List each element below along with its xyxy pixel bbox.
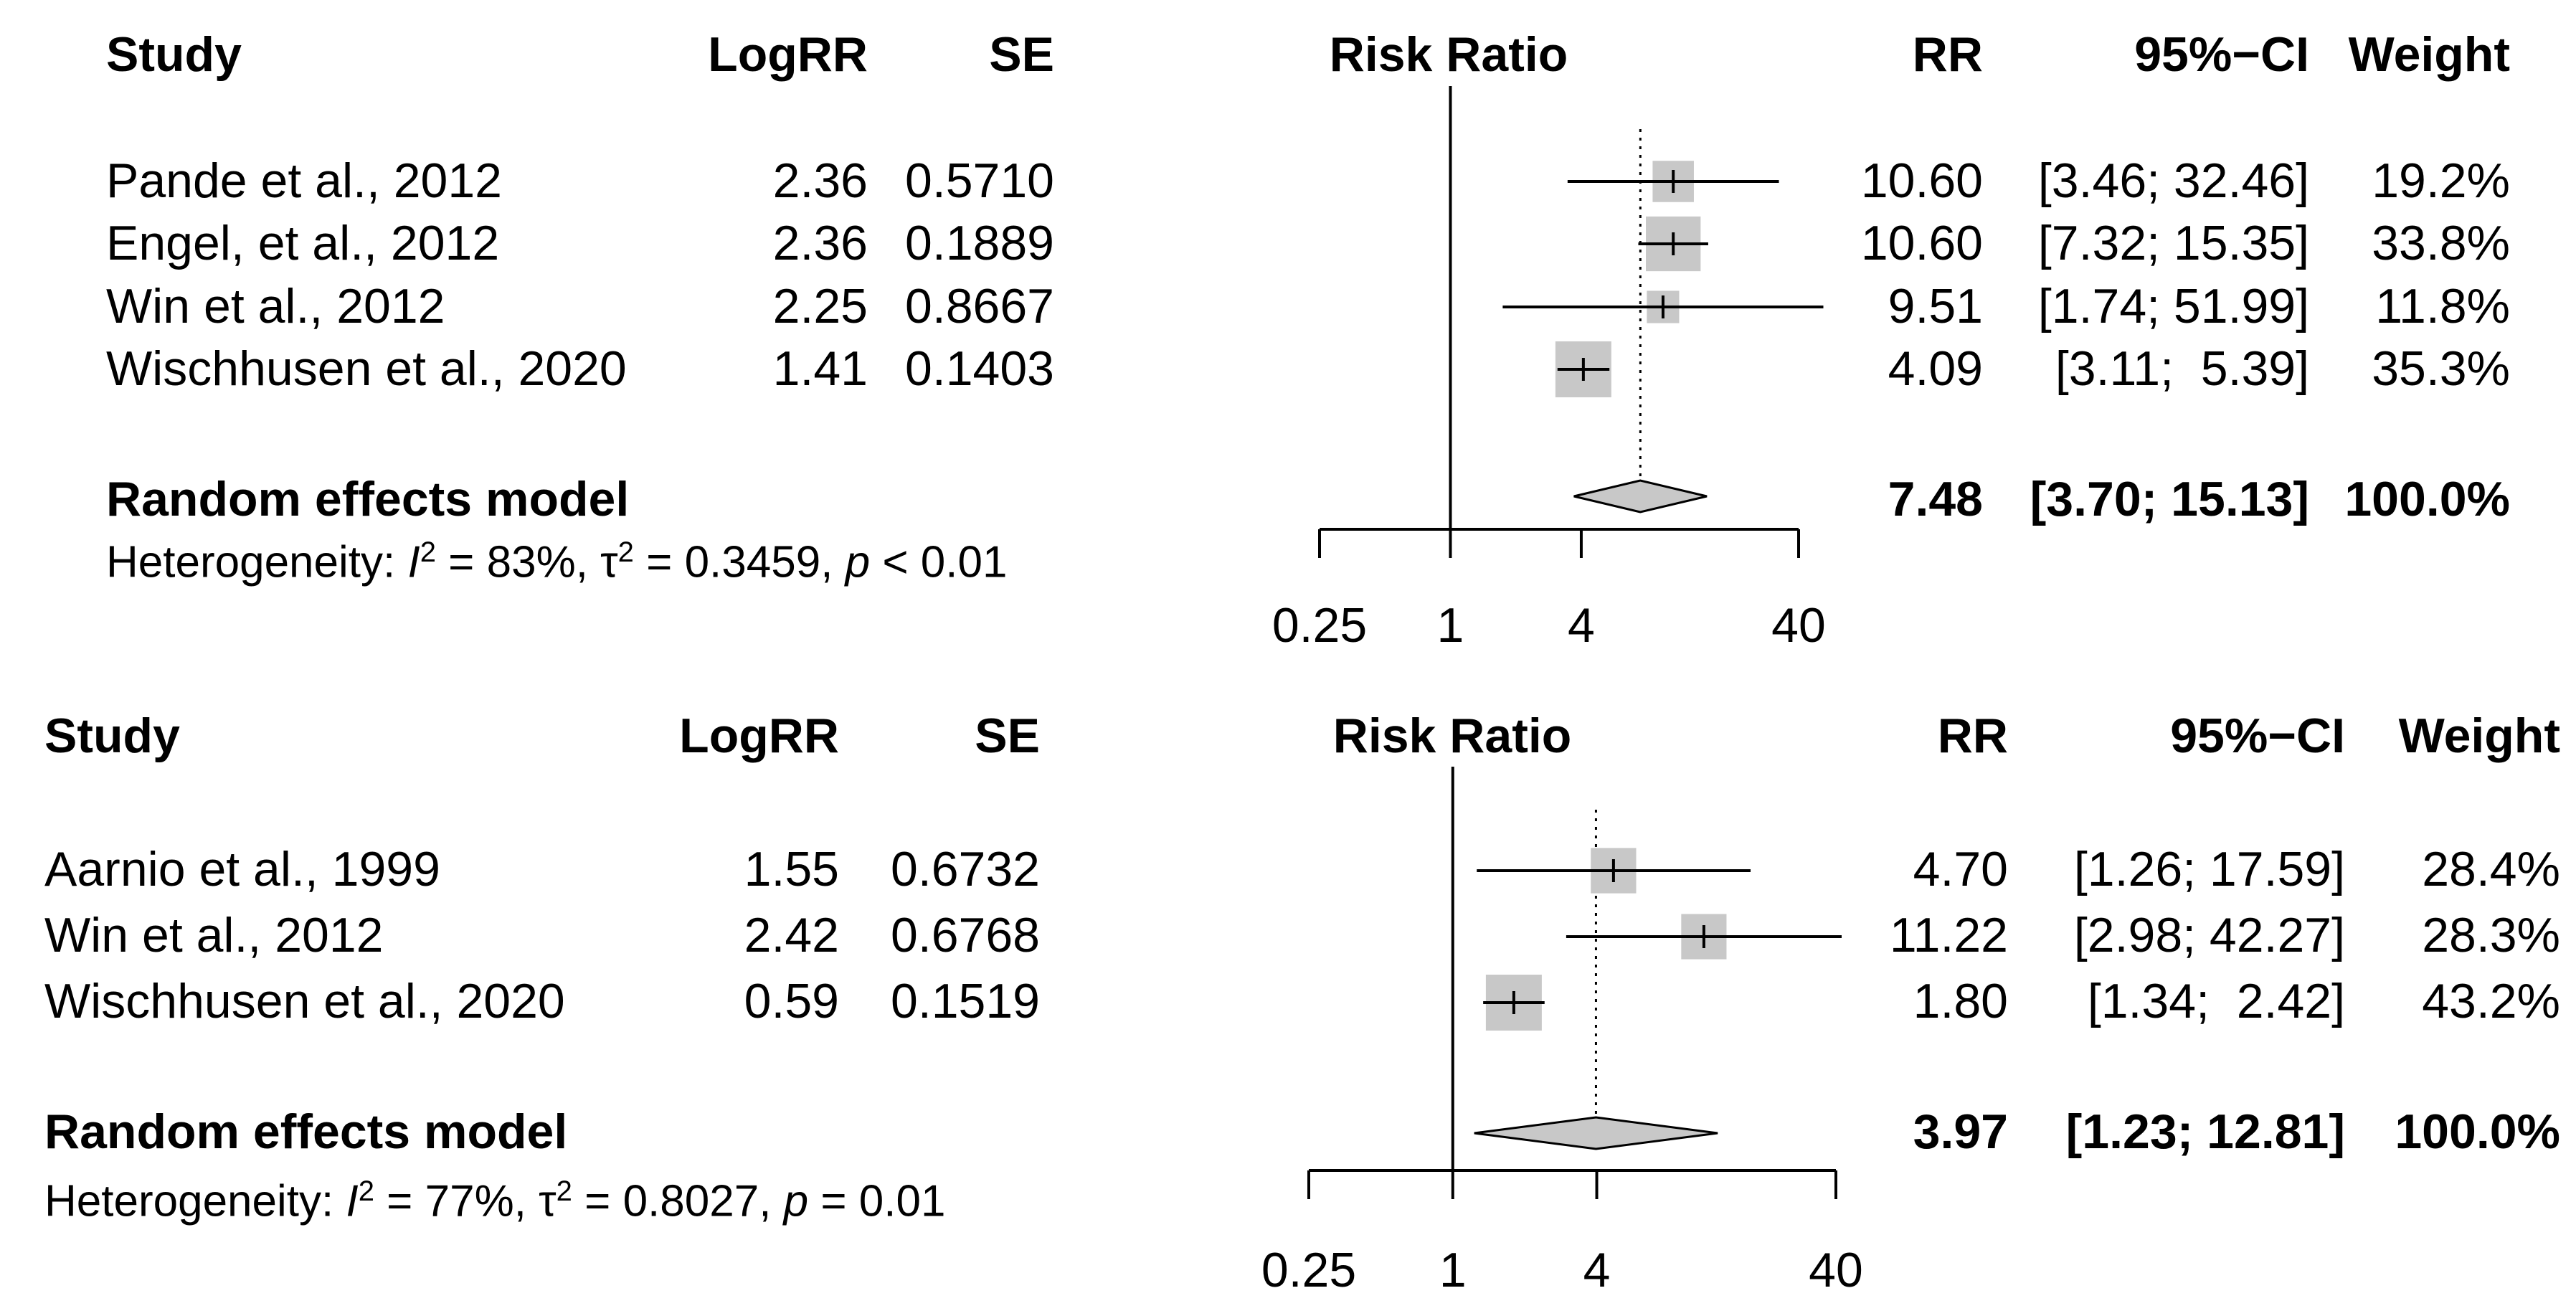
header-ci: 95%−CI: [2134, 27, 2309, 82]
study-name: Win et al., 2012: [106, 279, 445, 333]
se-value: 0.1519: [891, 974, 1040, 1028]
logrr-value: 2.36: [772, 153, 868, 208]
rr-value: 10.60: [1860, 153, 1983, 208]
se-value: 0.1403: [905, 341, 1054, 396]
model-rr: 7.48: [1888, 472, 1983, 526]
study-name: Wischhusen et al., 2020: [44, 974, 565, 1028]
model-label: Random effects model: [106, 472, 630, 526]
model-rr: 3.97: [1913, 1104, 2008, 1159]
weight-value: 11.8%: [2375, 279, 2510, 333]
ci-value: [3.46; 32.46]: [2037, 153, 2309, 208]
header-rr: RR: [1937, 709, 2008, 763]
header-study: Study: [106, 27, 242, 82]
logrr-value: 1.41: [772, 341, 868, 396]
forest-plot-bottom: 0.25 1 4 40 Study LogRR SE Risk Ratio RR 95…: [0, 656, 2576, 1311]
model-weight: 100.0%: [2344, 472, 2510, 526]
x-axis-tick-label: 0.25: [1272, 598, 1367, 653]
logrr-value: 2.42: [744, 908, 839, 962]
se-value: 0.6768: [891, 908, 1040, 962]
header-logrr: LogRR: [708, 27, 868, 82]
header-weight: Weight: [2348, 27, 2510, 82]
header-study: Study: [44, 709, 180, 763]
header-se: SE: [975, 709, 1040, 763]
heterogeneity-text: Heterogeneity: I2 = 77%, τ2 = 0.8027, p …: [44, 1175, 946, 1226]
model-label: Random effects model: [44, 1104, 568, 1159]
study-name: Engel, et al., 2012: [106, 216, 500, 270]
header-weight: Weight: [2398, 709, 2560, 763]
model-ci: [3.70; 15.13]: [2030, 472, 2309, 526]
ci-value: [1.26; 17.59]: [2073, 842, 2345, 896]
rr-value: 10.60: [1860, 216, 1983, 270]
ci-value: [1.34; 2.42]: [2087, 974, 2345, 1028]
logrr-value: 2.36: [772, 216, 868, 270]
x-axis-tick-label: 40: [1809, 1243, 1863, 1297]
study-name: Pande et al., 2012: [106, 153, 503, 208]
model-ci: [1.23; 12.81]: [2065, 1104, 2345, 1159]
rr-value: 4.09: [1888, 341, 1983, 396]
forest-plot-top: 0.25 1 4 40 Study LogRR SE Risk Ratio RR 95…: [106, 27, 2510, 653]
rr-value: 9.51: [1888, 279, 1983, 333]
study-name: Aarnio et al., 1999: [44, 842, 440, 896]
forest-plot-graphic-top: 0.25 1 4 40: [1272, 86, 1826, 653]
ci-value: [1.74; 51.99]: [2037, 279, 2309, 333]
header-ci: 95%−CI: [2170, 709, 2345, 763]
x-axis-tick-label: 0.25: [1261, 1243, 1356, 1297]
header-risk-ratio: Risk Ratio: [1329, 27, 1568, 82]
ci-value: [7.32; 15.35]: [2037, 216, 2309, 270]
weight-value: 28.3%: [2422, 908, 2560, 962]
x-axis-tick-label: 4: [1568, 598, 1595, 653]
heterogeneity-text: Heterogeneity: I2 = 83%, τ2 = 0.3459, p …: [106, 536, 1008, 587]
ci-value: [3.11; 5.39]: [2055, 341, 2309, 396]
pooled-effect-diamond: [1474, 1116, 1718, 1150]
se-value: 0.6732: [891, 842, 1040, 896]
rr-value: 11.22: [1889, 908, 2008, 962]
x-axis-tick-label: 4: [1583, 1243, 1611, 1297]
logrr-value: 2.25: [772, 279, 868, 333]
se-value: 0.5710: [905, 153, 1054, 208]
weight-value: 35.3%: [2372, 341, 2510, 396]
header-logrr: LogRR: [679, 709, 839, 763]
x-axis-tick-label: 1: [1439, 1243, 1467, 1297]
se-value: 0.8667: [905, 279, 1054, 333]
study-name: Wischhusen et al., 2020: [106, 341, 627, 396]
weight-value: 19.2%: [2372, 153, 2510, 208]
ci-value: [2.98; 42.27]: [2073, 908, 2345, 962]
logrr-value: 1.55: [744, 842, 839, 896]
rr-value: 4.70: [1913, 842, 2008, 896]
header-se: SE: [989, 27, 1054, 82]
x-axis-tick-label: 1: [1437, 598, 1464, 653]
pooled-effect-diamond: [1573, 479, 1708, 513]
header-rr: RR: [1912, 27, 1983, 82]
logrr-value: 0.59: [744, 974, 839, 1028]
study-name: Win et al., 2012: [44, 908, 384, 962]
forest-plot-graphic-bottom: 0.25 1 4 40: [1261, 767, 1863, 1297]
weight-value: 43.2%: [2422, 974, 2560, 1028]
weight-value: 33.8%: [2372, 216, 2510, 270]
rr-value: 1.80: [1913, 974, 2008, 1028]
weight-value: 28.4%: [2422, 842, 2560, 896]
se-value: 0.1889: [905, 216, 1054, 270]
x-axis-tick-label: 40: [1771, 598, 1826, 653]
header-risk-ratio: Risk Ratio: [1332, 709, 1572, 763]
model-weight: 100.0%: [2395, 1104, 2560, 1159]
